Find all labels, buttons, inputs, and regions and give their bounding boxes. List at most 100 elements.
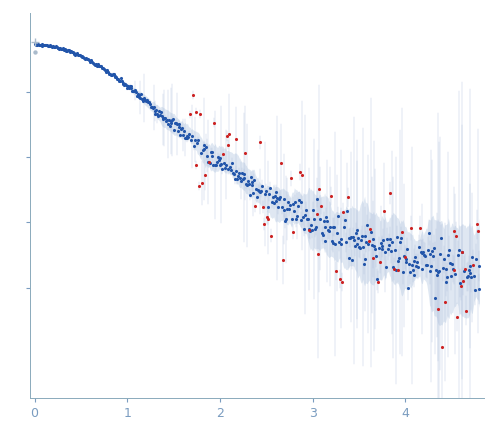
Point	[44, 42, 52, 49]
Point	[104, 68, 112, 75]
Point	[34, 41, 42, 48]
Point	[31, 40, 39, 47]
Point	[61, 46, 69, 53]
Point	[199, 146, 207, 153]
Point	[456, 280, 464, 287]
Point	[337, 240, 345, 247]
Point	[399, 268, 407, 275]
Point	[54, 45, 62, 52]
Point	[153, 111, 161, 118]
Point	[188, 133, 196, 140]
Point	[275, 195, 283, 202]
Point	[313, 211, 321, 218]
Point	[449, 265, 457, 272]
Point	[241, 170, 249, 177]
Point	[63, 48, 71, 55]
Point	[445, 246, 453, 253]
Point	[424, 246, 432, 253]
Point	[68, 49, 76, 55]
Point	[209, 161, 217, 168]
Point	[422, 261, 430, 268]
Point	[69, 50, 77, 57]
Point	[195, 183, 203, 190]
Point	[80, 55, 88, 62]
Point	[410, 257, 418, 264]
Point	[50, 43, 58, 50]
Point	[223, 133, 231, 140]
Point	[171, 120, 179, 127]
Point	[48, 44, 56, 51]
Point	[391, 247, 399, 254]
Point	[255, 188, 263, 195]
Point	[113, 75, 121, 82]
Point	[330, 224, 338, 231]
Point	[440, 256, 448, 263]
Point	[109, 70, 117, 77]
Point	[129, 88, 137, 95]
Point	[220, 159, 228, 166]
Point	[190, 143, 198, 150]
Point	[175, 124, 183, 131]
Point	[47, 42, 55, 49]
Point	[323, 217, 331, 224]
Point	[59, 45, 67, 52]
Point	[88, 59, 96, 66]
Point	[110, 71, 118, 78]
Point	[160, 116, 168, 123]
Point	[317, 202, 325, 209]
Point	[156, 111, 164, 118]
Point	[160, 114, 168, 121]
Point	[357, 237, 365, 244]
Point	[369, 254, 377, 261]
Point	[402, 259, 410, 266]
Point	[163, 116, 171, 123]
Point	[284, 199, 292, 206]
Point	[406, 269, 414, 276]
Point	[119, 80, 127, 87]
Point	[287, 216, 295, 223]
Point	[439, 264, 447, 271]
Point	[340, 224, 348, 231]
Point	[193, 162, 201, 169]
Point	[392, 267, 400, 274]
Point	[211, 162, 219, 169]
Point	[378, 243, 386, 250]
Point	[271, 197, 279, 204]
Point	[185, 134, 193, 141]
Point	[334, 212, 342, 219]
Point	[133, 93, 141, 100]
Point	[371, 246, 379, 253]
Point	[395, 254, 403, 261]
Point	[411, 254, 419, 261]
Point	[136, 94, 144, 101]
Point	[66, 48, 74, 55]
Point	[299, 214, 307, 221]
Point	[417, 249, 425, 256]
Point	[250, 190, 257, 197]
Point	[197, 149, 205, 156]
Point	[97, 62, 105, 69]
Point	[147, 104, 155, 111]
Point	[441, 298, 449, 305]
Point	[45, 43, 53, 50]
Point	[218, 166, 226, 173]
Point	[81, 55, 89, 62]
Point	[401, 253, 409, 260]
Point	[473, 221, 481, 228]
Point	[212, 162, 220, 169]
Point	[117, 74, 125, 81]
Point	[95, 63, 103, 70]
Point	[238, 170, 246, 177]
Point	[245, 181, 253, 188]
Point	[279, 257, 287, 264]
Point	[418, 249, 426, 256]
Point	[435, 267, 443, 274]
Point	[193, 140, 201, 147]
Point	[60, 47, 68, 54]
Point	[151, 108, 159, 114]
Point	[146, 101, 154, 108]
Point	[119, 80, 127, 87]
Point	[228, 159, 236, 166]
Point	[268, 198, 276, 205]
Point	[277, 160, 285, 166]
